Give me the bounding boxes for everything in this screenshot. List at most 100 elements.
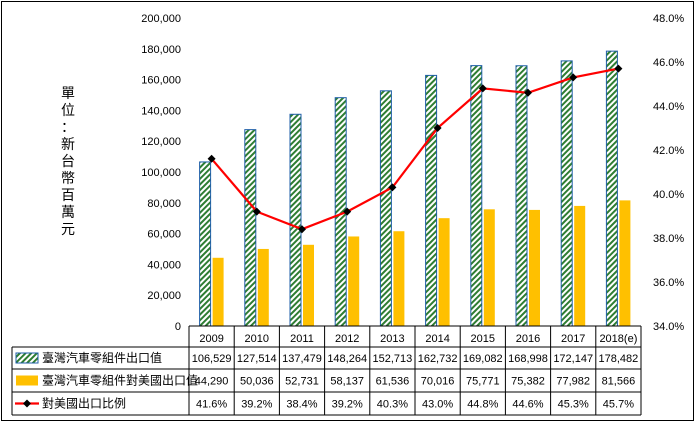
data-label: 168,998	[508, 353, 548, 365]
data-label: 44.8%	[467, 399, 498, 411]
legend-label: 對美國出口比例	[42, 397, 126, 411]
right-tick-label: 46.0%	[653, 57, 684, 69]
data-label: 39.2%	[241, 399, 272, 411]
legend-swatch	[15, 352, 39, 364]
plot-area: 0 20,000 40,000 60,000 80,000 100,000 120,000 1…	[141, 13, 684, 333]
category-label: 2016	[516, 333, 540, 345]
bar-1	[483, 209, 495, 326]
category-label: 2018(e)	[599, 333, 637, 345]
left-tick-label: 180,000	[141, 44, 181, 56]
right-tick-label: 42.0%	[653, 145, 684, 157]
data-label: 169,082	[463, 353, 503, 365]
bar-0	[425, 74, 438, 327]
bar-0	[244, 129, 257, 327]
right-tick-label: 38.0%	[653, 233, 684, 245]
bar-0	[199, 161, 212, 327]
data-label: 41.6%	[196, 399, 227, 411]
data-label: 40.3%	[377, 399, 408, 411]
data-label: 70,016	[421, 376, 455, 388]
legend-label: 臺灣汽車零組件對美國出口值	[42, 373, 198, 388]
bar-0	[515, 65, 528, 327]
bar-1	[212, 257, 224, 326]
ratio-point	[569, 73, 578, 82]
category-label: 2009	[199, 333, 223, 345]
bar-0	[289, 113, 302, 327]
right-tick-label: 40.0%	[653, 189, 684, 201]
data-table: 2009 2010 2011 2012 2013 2014 2015 2016 2017 2018…	[11, 326, 642, 416]
data-label: 106,529	[192, 353, 232, 365]
category-label: 2010	[245, 333, 269, 345]
category-label: 2015	[471, 333, 495, 345]
legend-swatch	[16, 375, 38, 386]
data-label: 43.0%	[422, 399, 453, 411]
legend-label: 臺灣汽車零組件出口值	[42, 350, 162, 365]
ratio-point	[388, 183, 397, 192]
ratio-point	[343, 207, 352, 216]
data-label: 58,137	[330, 376, 364, 388]
ratio-point	[524, 88, 532, 97]
category-label: 2014	[425, 333, 449, 345]
right-tick-label: 48.0%	[653, 13, 684, 25]
ratio-point	[433, 124, 442, 132]
data-label: 127,514	[237, 353, 277, 365]
data-label: 44.6%	[512, 399, 543, 411]
ratio-point	[478, 84, 487, 93]
data-label: 44,290	[195, 376, 229, 388]
left-tick-label: 120,000	[141, 136, 181, 148]
bar-1	[438, 218, 450, 326]
data-label: 81,566	[602, 376, 636, 388]
bar-1	[619, 200, 631, 326]
data-label: 38.4%	[286, 399, 317, 411]
bar-0	[560, 60, 573, 327]
data-label: 75,382	[511, 376, 545, 388]
ratio-point	[298, 225, 306, 234]
data-label: 178,482	[599, 353, 639, 365]
left-tick-label: 60,000	[147, 229, 181, 241]
legend-marker	[23, 399, 31, 408]
left-tick-label: 80,000	[147, 198, 181, 210]
left-tick-label: 100,000	[141, 167, 181, 179]
data-label: 61,536	[376, 376, 410, 388]
bar-1	[393, 231, 405, 326]
bar-0	[605, 50, 618, 327]
left-tick-label: 200,000	[141, 13, 181, 25]
ratio-point	[614, 64, 623, 73]
bar-1	[529, 209, 540, 326]
data-label: 148,264	[327, 353, 367, 365]
right-tick-label: 34.0%	[653, 321, 684, 333]
data-label: 75,771	[466, 376, 500, 388]
ratio-line	[210, 67, 619, 231]
bar-1	[257, 248, 269, 326]
left-tick-label: 140,000	[141, 105, 181, 117]
data-label: 50,036	[240, 376, 274, 388]
data-label: 77,982	[556, 376, 590, 388]
left-tick-label: 160,000	[141, 75, 181, 87]
left-tick-label: 20,000	[147, 290, 181, 302]
data-label: 152,713	[373, 353, 413, 365]
data-label: 39.2%	[332, 399, 363, 411]
bar-1	[574, 205, 586, 326]
right-tick-label: 44.0%	[653, 101, 684, 113]
ratio-point	[252, 207, 261, 216]
data-label: 45.7%	[603, 399, 634, 411]
left-tick-label: 0	[175, 321, 181, 333]
y-axis-title: 單位：新台幣百萬元	[61, 86, 75, 238]
data-label: 52,731	[285, 376, 319, 388]
category-label: 2013	[380, 333, 404, 345]
bar-0	[379, 90, 392, 327]
data-label: 162,732	[418, 353, 458, 365]
bar-1	[303, 244, 314, 326]
right-tick-label: 36.0%	[653, 277, 684, 289]
data-label: 137,479	[282, 353, 322, 365]
left-tick-label: 40,000	[147, 259, 181, 271]
ratio-point	[207, 154, 216, 163]
data-label: 45.3%	[558, 399, 589, 411]
category-label: 2012	[335, 333, 359, 345]
category-label: 2017	[561, 333, 585, 345]
bar-0	[470, 65, 483, 327]
data-label: 172,147	[553, 353, 593, 365]
category-label: 2011	[290, 333, 314, 345]
bar-1	[348, 236, 360, 326]
